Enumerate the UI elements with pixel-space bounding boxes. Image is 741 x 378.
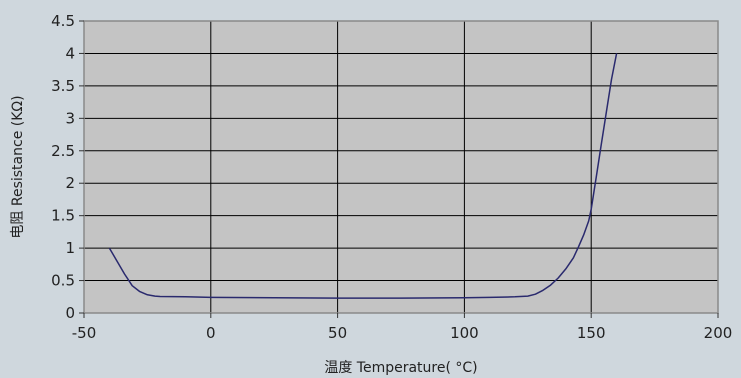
plot-area bbox=[84, 21, 718, 313]
grid-lines bbox=[84, 21, 718, 313]
plot-frame bbox=[83, 20, 719, 314]
x-tick-label: 0 bbox=[206, 324, 216, 342]
y-tick-label: 4.5 bbox=[51, 12, 75, 30]
y-tick-label: 1.5 bbox=[51, 207, 75, 225]
y-tick-label: 0.5 bbox=[51, 272, 75, 290]
x-tick-label: -50 bbox=[72, 324, 97, 342]
y-axis-ticks: 0 0.5 1 1.5 2 2.5 3 3.5 4 4.5 bbox=[51, 12, 84, 322]
y-tick-label: 3 bbox=[65, 109, 75, 127]
y-tick-label: 2 bbox=[65, 174, 75, 192]
y-axis-title: 电阻 Resistance (KΩ) bbox=[10, 95, 26, 238]
y-tick-label: 4 bbox=[65, 44, 75, 62]
x-axis-ticks: -50 0 50 100 150 200 bbox=[72, 313, 733, 342]
x-axis-title: 温度 Temperature( °C) bbox=[324, 360, 477, 376]
series-line bbox=[108, 53, 618, 299]
y-tick-label: 0 bbox=[65, 304, 75, 322]
y-tick-label: 2.5 bbox=[51, 142, 75, 160]
plot-border bbox=[83, 20, 719, 314]
y-tick-label: 3.5 bbox=[51, 77, 75, 95]
y-tick-label: 1 bbox=[65, 239, 75, 257]
x-tick-label: 50 bbox=[328, 324, 347, 342]
x-tick-label: 100 bbox=[450, 324, 479, 342]
x-tick-label: 150 bbox=[577, 324, 606, 342]
x-tick-label: 200 bbox=[704, 324, 733, 342]
